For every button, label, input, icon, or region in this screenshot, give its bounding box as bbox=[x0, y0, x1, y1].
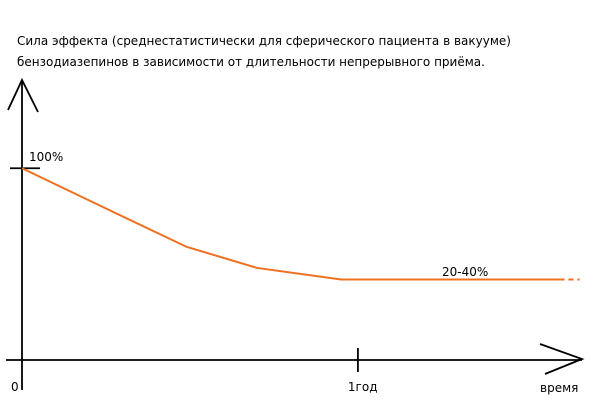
chart-title: Сила эффекта (среднестатистически для сф… bbox=[17, 34, 511, 48]
x-tick-label: 1год bbox=[348, 380, 378, 394]
x-tick-label: 0 bbox=[11, 380, 19, 394]
y-arrow bbox=[7, 77, 39, 113]
y-tick-label: 100% bbox=[29, 150, 63, 164]
axes bbox=[6, 77, 585, 390]
line bbox=[21, 167, 560, 281]
x-axis-label: время bbox=[540, 381, 578, 395]
x-arrow bbox=[539, 343, 585, 375]
annotation: 20-40% bbox=[442, 265, 488, 279]
chart-title: бензодиазепинов в зависимости от длитель… bbox=[17, 55, 485, 69]
